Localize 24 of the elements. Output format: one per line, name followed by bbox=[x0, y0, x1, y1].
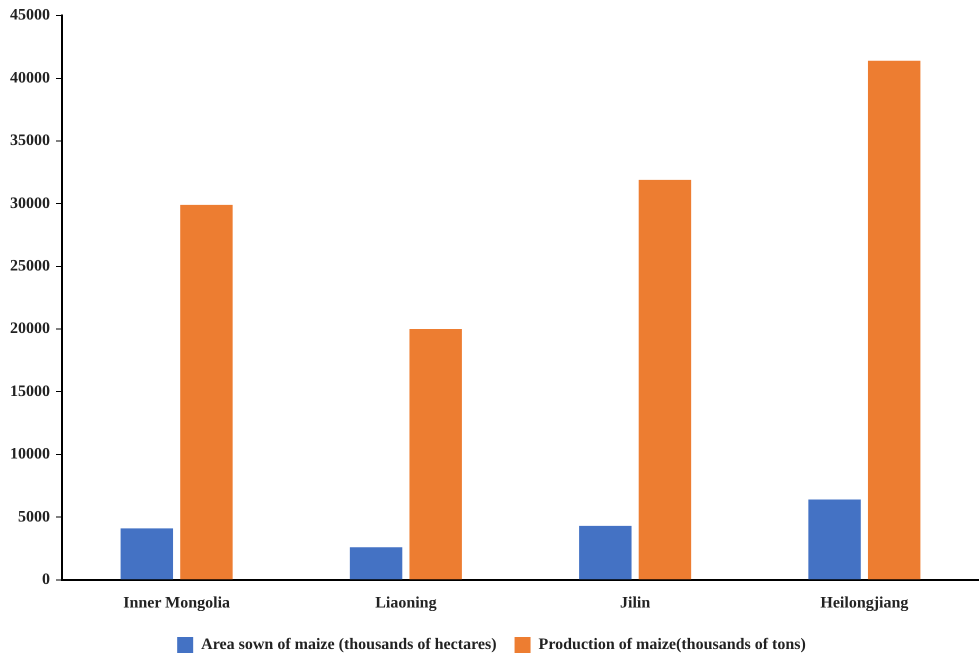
bar bbox=[868, 60, 920, 580]
y-tick-label: 35000 bbox=[10, 132, 50, 150]
y-tick-label: 15000 bbox=[10, 382, 50, 400]
x-tick-label: Jilin bbox=[620, 594, 650, 612]
bar bbox=[180, 204, 233, 580]
y-tick-label: 5000 bbox=[18, 508, 50, 526]
y-tick-label: 30000 bbox=[10, 194, 50, 212]
bar bbox=[350, 547, 402, 580]
bar bbox=[808, 500, 861, 580]
legend-label: Area sown of maize (thousands of hectares) bbox=[201, 636, 497, 654]
bar bbox=[120, 528, 174, 580]
y-tick-label: 25000 bbox=[10, 257, 50, 274]
y-tick-label: 0 bbox=[42, 570, 50, 588]
x-tick-label: Liaoning bbox=[375, 594, 437, 612]
x-tick-label: Inner Mongolia bbox=[123, 594, 230, 612]
bar bbox=[638, 180, 692, 580]
legend-label: Production of maize(thousands of tons) bbox=[538, 636, 806, 654]
bar bbox=[409, 329, 462, 580]
y-tick-label: 20000 bbox=[10, 320, 50, 338]
y-tick-label: 45000 bbox=[10, 6, 50, 24]
y-tick-label: 40000 bbox=[10, 69, 50, 86]
y-tick-label: 10000 bbox=[10, 446, 50, 463]
bar bbox=[579, 526, 632, 580]
x-tick-label: Heilongjiang bbox=[820, 594, 908, 612]
